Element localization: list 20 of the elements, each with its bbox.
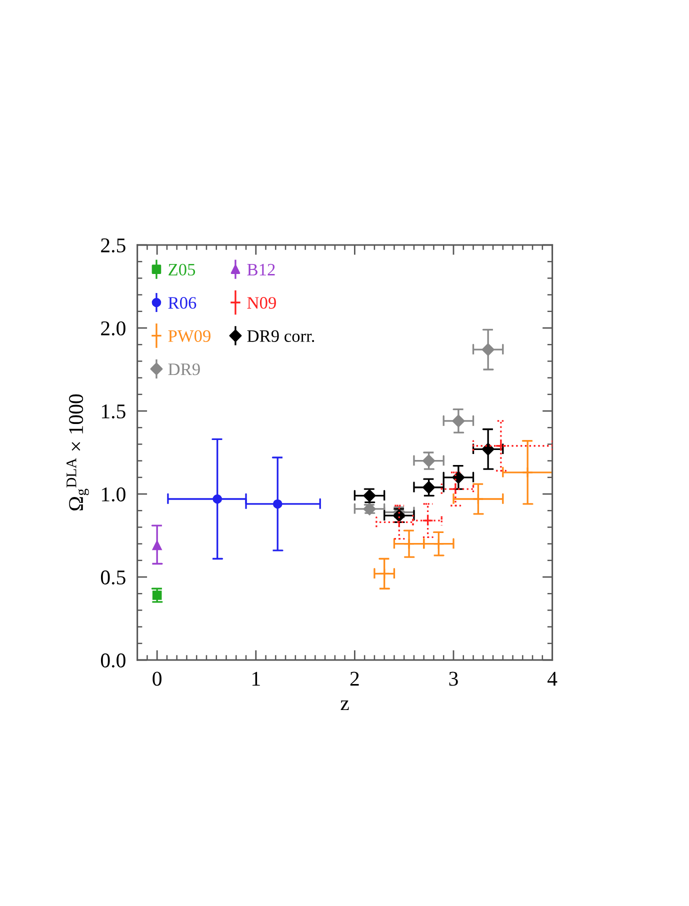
legend-label: Z05 bbox=[168, 264, 196, 276]
legend-label: PW09 bbox=[168, 330, 210, 342]
legend-label: DR9 bbox=[168, 364, 200, 376]
x-tick-label: 1 bbox=[252, 672, 260, 686]
y-tick-label: 0.0 bbox=[100, 653, 126, 668]
x-tick-label: 3 bbox=[449, 672, 458, 686]
y-tick-label: 2.5 bbox=[101, 238, 126, 253]
legend-label: DR9 corr. bbox=[247, 330, 314, 342]
x-axis-title: z bbox=[340, 700, 349, 710]
y-tick-label: 1.5 bbox=[102, 404, 126, 419]
y-tick-label: 0.5 bbox=[100, 570, 126, 585]
x-tick-label: 0 bbox=[152, 672, 162, 686]
legend-label: N09 bbox=[247, 297, 276, 309]
legend-label: B12 bbox=[247, 264, 275, 276]
y-tick-label: 1.0 bbox=[102, 487, 126, 502]
x-tick-label: 2 bbox=[350, 672, 359, 686]
y-axis-title: Ω$_{g}$$^{DLA}$ × 1000 bbox=[66, 394, 89, 510]
y-tick-label: 2.0 bbox=[101, 321, 126, 336]
legend-label: R06 bbox=[168, 297, 196, 309]
x-tick-label: 4 bbox=[548, 672, 558, 686]
